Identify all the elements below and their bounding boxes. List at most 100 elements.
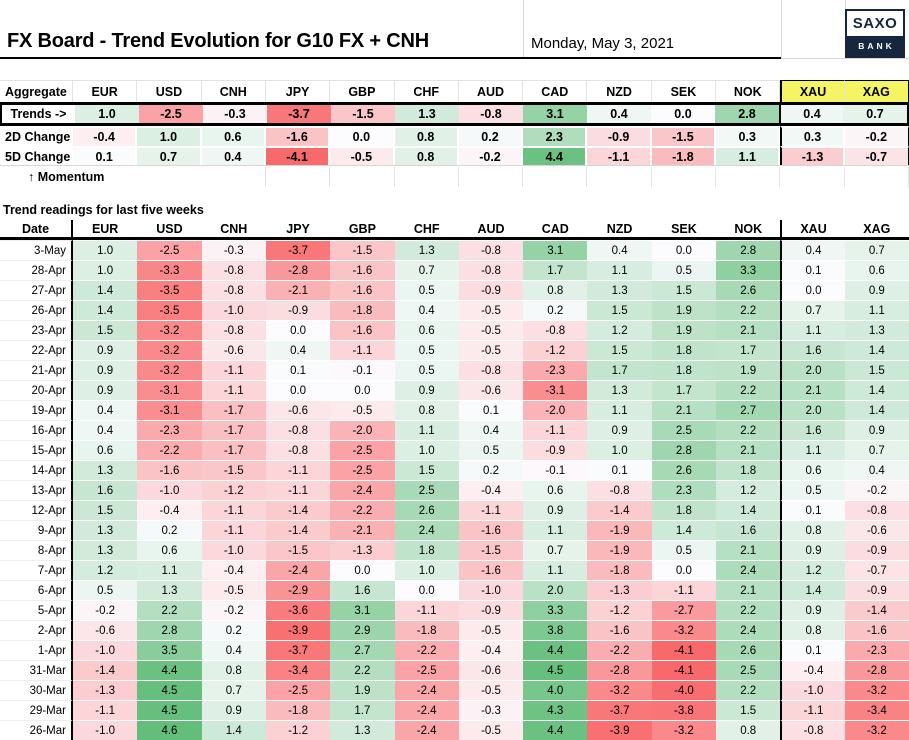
history-trend-cell: 1.5 <box>716 700 781 720</box>
history-trend-cell: -1.8 <box>265 700 331 720</box>
history-trend-cell: 2.5 <box>394 480 459 500</box>
history-date-cell: 7-Apr <box>0 560 73 580</box>
trend-cell: -2.5 <box>139 105 203 123</box>
history-date-cell: 27-Apr <box>0 280 73 300</box>
history-trend-cell: 1.5 <box>73 320 138 340</box>
history-date-cell: 28-Apr <box>0 260 73 280</box>
page-title: FX Board - Trend Evolution for G10 FX + … <box>7 30 429 52</box>
history-trend-cell: 2.2 <box>716 420 781 440</box>
history-trend-cell: -3.2 <box>844 720 909 740</box>
history-trend-cell: 4.0 <box>523 680 588 700</box>
currency-header: CAD <box>523 80 588 102</box>
history-trend-cell: 1.6 <box>780 420 845 440</box>
history-trend-cell: -1.4 <box>265 520 331 540</box>
history-trend-cell: 1.2 <box>73 560 138 580</box>
history-trend-cell: 0.7 <box>844 440 909 460</box>
history-date-cell: 22-Apr <box>0 340 73 360</box>
currency-header: XAU <box>780 80 845 102</box>
history-trend-cell: -2.9 <box>265 580 331 600</box>
history-trend-cell: 0.5 <box>394 280 459 300</box>
history-trend-cell: -1.0 <box>73 720 138 740</box>
history-trend-cell: -0.6 <box>844 520 909 540</box>
change-cell: -0.2 <box>844 126 909 146</box>
history-trend-cell: -2.7 <box>651 600 717 620</box>
history-trend-cell: -1.1 <box>458 500 524 520</box>
history-trend-cell: 1.4 <box>201 720 266 740</box>
currency-header: XAU <box>780 220 844 237</box>
history-trend-cell: -2.0 <box>330 420 395 440</box>
history-trend-cell: -1.4 <box>587 500 652 520</box>
history-trend-cell: -3.2 <box>844 680 909 700</box>
history-trend-cell: 0.6 <box>780 460 845 480</box>
history-trend-cell: 2.1 <box>716 540 781 560</box>
history-trend-cell: 2.4 <box>394 520 459 540</box>
history-trend-cell: -0.8 <box>844 500 909 520</box>
history-trend-cell: -1.6 <box>844 620 909 640</box>
history-trend-cell: 4.5 <box>523 660 588 680</box>
history-trend-cell: -1.4 <box>73 660 138 680</box>
history-trend-cell: 0.4 <box>844 460 909 480</box>
history-trend-cell: 1.1 <box>137 560 202 580</box>
trend-cell: -3.7 <box>267 105 331 123</box>
history-date-cell: 2-Apr <box>0 620 73 640</box>
gridline-cell <box>845 167 909 187</box>
history-trend-cell: 0.2 <box>201 620 266 640</box>
history-trend-cell: 3.5 <box>137 640 202 660</box>
history-trend-cell: 4.5 <box>137 700 202 720</box>
history-date-cell: 9-Apr <box>0 520 73 540</box>
history-trend-cell: 0.1 <box>780 260 845 280</box>
history-trend-cell: -1.7 <box>201 400 266 420</box>
history-trend-cell: 0.6 <box>844 260 909 280</box>
history-trend-cell: 1.4 <box>716 500 781 520</box>
history-trend-cell: 2.0 <box>780 360 845 380</box>
trend-cell: 1.3 <box>395 105 459 123</box>
history-trend-cell: 0.4 <box>458 420 524 440</box>
history-trend-cell: -2.3 <box>137 420 202 440</box>
history-trend-cell: 1.1 <box>844 300 909 320</box>
trend-cell: 0.0 <box>651 105 715 123</box>
history-trend-cell: 4.4 <box>523 640 588 660</box>
history-trend-cell: 1.9 <box>651 320 717 340</box>
history-trend-cell: -1.6 <box>137 460 202 480</box>
history-trend-cell: 0.5 <box>458 440 524 460</box>
history-trend-cell: 2.2 <box>137 600 202 620</box>
history-trend-cell: -1.3 <box>330 540 395 560</box>
logo-bank-text: BANK <box>847 35 903 56</box>
history-trend-cell: -1.2 <box>201 480 266 500</box>
history-trend-cell: 2.6 <box>716 280 781 300</box>
history-trend-cell: -0.8 <box>201 320 266 340</box>
change-cell: 2.3 <box>523 126 588 146</box>
history-trend-cell: 0.5 <box>73 580 138 600</box>
history-trend-cell: 0.1 <box>458 400 524 420</box>
history-trend-cell: -1.0 <box>137 480 202 500</box>
history-trend-cell: 1.5 <box>587 340 652 360</box>
history-trend-cell: 1.0 <box>394 440 459 460</box>
history-date-cell: 29-Mar <box>0 700 73 720</box>
history-trend-cell: -1.2 <box>523 340 588 360</box>
change-2d-label: 2D Change <box>0 126 73 146</box>
currency-header: SEK <box>671 221 697 236</box>
history-trend-cell: 3.3 <box>716 260 781 280</box>
history-trend-cell: -1.3 <box>587 580 652 600</box>
gridline-cell <box>652 167 717 187</box>
history-trend-cell: 0.9 <box>780 540 845 560</box>
trend-cell: 0.4 <box>587 105 651 123</box>
history-date-cell: 5-Apr <box>0 600 73 620</box>
change-cell: -1.8 <box>651 146 717 165</box>
history-trend-cell: -0.7 <box>844 560 909 580</box>
history-trend-cell: 0.7 <box>780 300 845 320</box>
gridline-cell <box>716 167 781 187</box>
history-trend-cell: 0.7 <box>394 260 459 280</box>
history-trend-cell: 0.4 <box>265 340 331 360</box>
history-trend-cell: -2.1 <box>265 280 331 300</box>
history-date-cell: 8-Apr <box>0 540 73 560</box>
gridline-cell <box>202 167 266 187</box>
history-trend-cell: 2.7 <box>330 640 395 660</box>
history-trend-cell: 1.0 <box>73 260 138 280</box>
history-trend-cell: -2.2 <box>394 640 459 660</box>
history-trend-cell: 1.4 <box>844 400 909 420</box>
currency-header: CHF <box>413 221 440 236</box>
history-trend-cell: -0.8 <box>780 720 845 740</box>
history-trend-cell: 2.9 <box>330 620 395 640</box>
